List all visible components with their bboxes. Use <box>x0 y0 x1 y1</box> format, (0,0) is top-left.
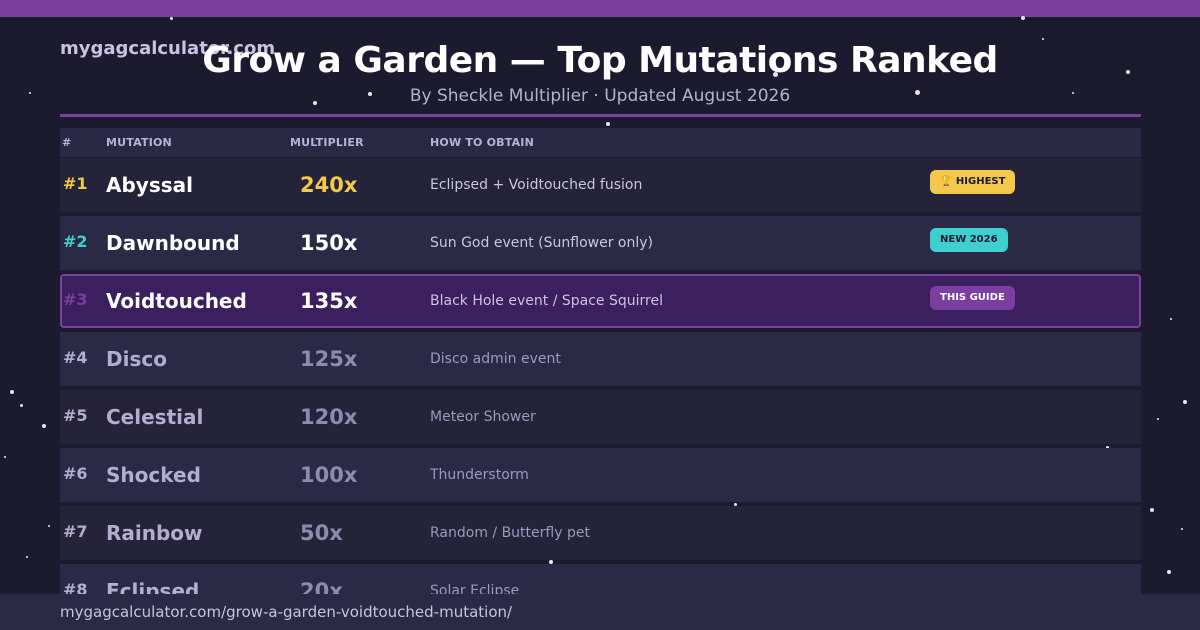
table-row[interactable]: #6 Shocked 100x Thunderstorm <box>60 448 1141 502</box>
badge-highest: 🏆 HIGHEST <box>930 170 1016 194</box>
row-mutation-name: Voidtouched <box>106 289 247 313</box>
footer-bar: mygagcalculator.com/grow-a-garden-voidto… <box>0 594 1200 630</box>
row-rank: #3 <box>63 290 88 309</box>
row-rank: #6 <box>63 464 88 483</box>
row-how-to-obtain: Random / Butterfly pet <box>430 525 590 541</box>
header-mutation: MUTATION <box>106 136 172 149</box>
row-mutation-name: Celestial <box>106 405 204 429</box>
badge-new: NEW 2026 <box>930 228 1008 252</box>
row-multiplier: 125x <box>300 347 358 371</box>
footer-url-link[interactable]: mygagcalculator.com/grow-a-garden-voidto… <box>60 603 513 621</box>
table-row[interactable]: #4 Disco 125x Disco admin event <box>60 332 1141 386</box>
row-mutation-name: Disco <box>106 347 167 371</box>
row-rank: #5 <box>63 406 88 425</box>
table-row[interactable]: #1 Abyssal 240x Eclipsed + Voidtouched f… <box>60 158 1141 212</box>
row-how-to-obtain: Black Hole event / Space Squirrel <box>430 293 663 309</box>
table-row-highlighted[interactable]: #3 Voidtouched 135x Black Hole event / S… <box>60 274 1141 328</box>
row-multiplier: 150x <box>300 231 358 255</box>
row-how-to-obtain: Eclipsed + Voidtouched fusion <box>430 177 643 193</box>
row-how-to-obtain: Sun God event (Sunflower only) <box>430 235 653 251</box>
header-multiplier: MULTIPLIER <box>290 136 364 149</box>
row-mutation-name: Dawnbound <box>106 231 240 255</box>
row-multiplier: 120x <box>300 405 358 429</box>
row-multiplier: 135x <box>300 289 358 313</box>
title-divider <box>60 114 1141 117</box>
table-row[interactable]: #7 Rainbow 50x Random / Butterfly pet <box>60 506 1141 560</box>
row-rank: #2 <box>63 232 88 251</box>
site-name: mygagcalculator.com <box>60 38 276 59</box>
header-how-to-obtain: HOW TO OBTAIN <box>430 136 535 149</box>
badge-this-guide: THIS GUIDE <box>930 286 1015 310</box>
row-multiplier: 240x <box>300 173 358 197</box>
row-rank: #7 <box>63 522 88 541</box>
row-how-to-obtain: Meteor Shower <box>430 409 536 425</box>
top-accent-bar <box>0 0 1200 17</box>
row-multiplier: 100x <box>300 463 358 487</box>
row-how-to-obtain: Thunderstorm <box>430 467 529 483</box>
page-title: Grow a Garden — Top Mutations Ranked <box>202 40 998 81</box>
row-how-to-obtain: Disco admin event <box>430 351 561 367</box>
table-header: # MUTATION MULTIPLIER HOW TO OBTAIN <box>60 128 1141 157</box>
row-mutation-name: Shocked <box>106 463 201 487</box>
table-row[interactable]: #2 Dawnbound 150x Sun God event (Sunflow… <box>60 216 1141 270</box>
header-rank: # <box>62 136 72 149</box>
row-rank: #4 <box>63 348 88 367</box>
table-row[interactable]: #5 Celestial 120x Meteor Shower <box>60 390 1141 444</box>
row-mutation-name: Abyssal <box>106 173 193 197</box>
page-subtitle: By Sheckle Multiplier · Updated August 2… <box>409 86 791 106</box>
mutations-table: # MUTATION MULTIPLIER HOW TO OBTAIN #1 A… <box>60 128 1141 618</box>
row-multiplier: 50x <box>300 521 343 545</box>
row-rank: #1 <box>63 174 88 193</box>
row-mutation-name: Rainbow <box>106 521 203 545</box>
